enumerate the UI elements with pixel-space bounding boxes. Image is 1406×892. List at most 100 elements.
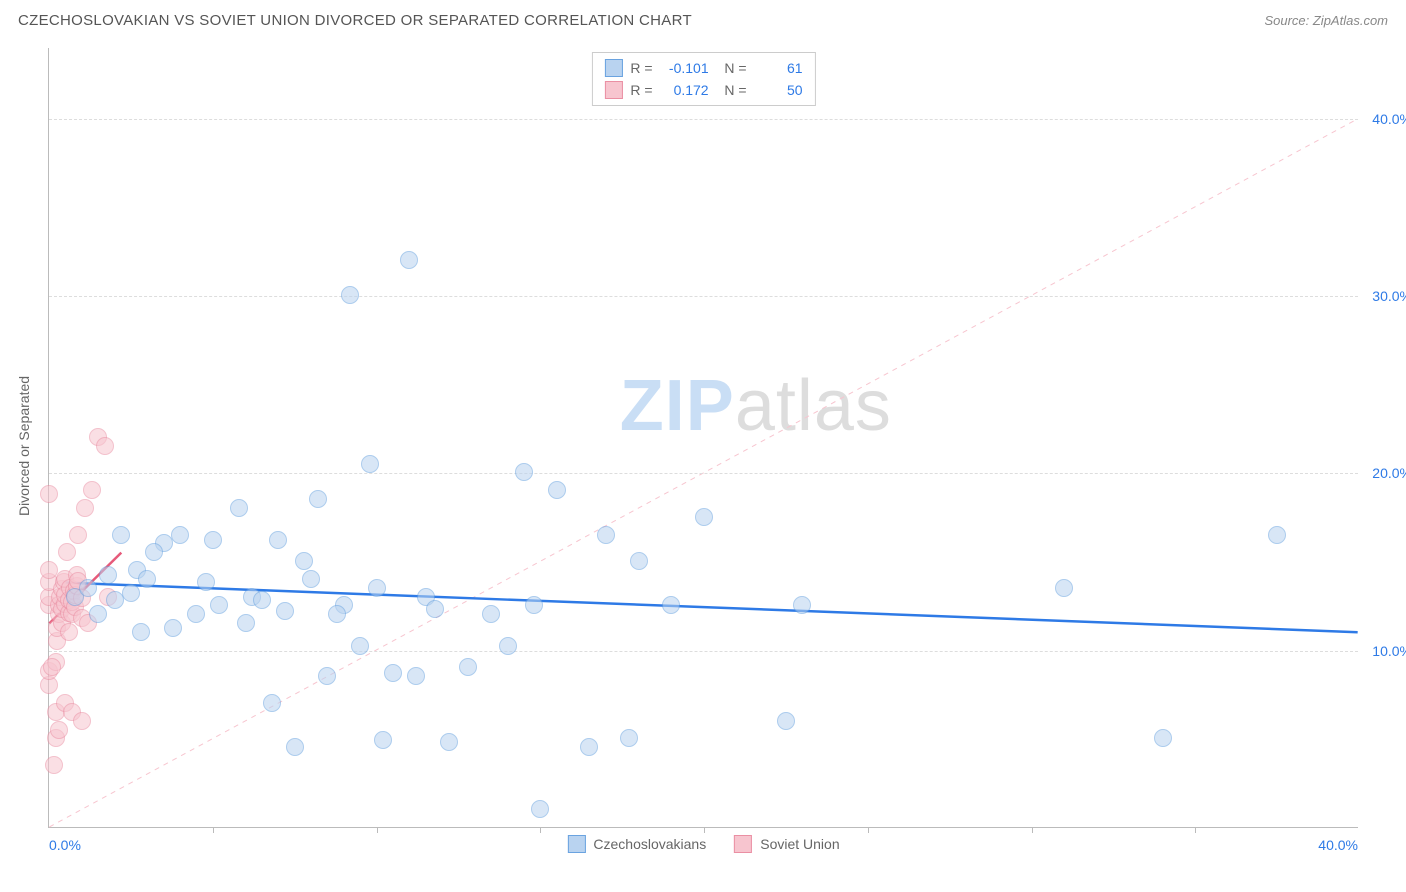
data-point <box>145 543 163 561</box>
data-point <box>276 602 294 620</box>
data-point <box>73 712 91 730</box>
data-point <box>295 552 313 570</box>
data-point <box>793 596 811 614</box>
chart-container: ZIPatlas R = -0.101 N = 61 R = 0.172 N =… <box>48 48 1388 848</box>
stats-row-soviet: R = 0.172 N = 50 <box>604 79 802 101</box>
data-point <box>263 694 281 712</box>
data-point <box>40 561 58 579</box>
grid-line <box>49 296 1358 297</box>
stats-r-label: R = <box>630 60 652 76</box>
stats-row-czech: R = -0.101 N = 61 <box>604 57 802 79</box>
x-tick-mark <box>377 827 378 833</box>
source-label: Source: ZipAtlas.com <box>1264 13 1388 28</box>
data-point <box>45 756 63 774</box>
data-point <box>164 619 182 637</box>
data-point <box>230 499 248 517</box>
data-point <box>187 605 205 623</box>
data-point <box>515 463 533 481</box>
watermark-atlas: atlas <box>735 366 892 446</box>
grid-line <box>49 651 1358 652</box>
chart-title: CZECHOSLOVAKIAN VS SOVIET UNION DIVORCED… <box>18 12 692 29</box>
grid-line <box>49 119 1358 120</box>
data-point <box>40 485 58 503</box>
data-point <box>459 658 477 676</box>
data-point <box>400 251 418 269</box>
data-point <box>440 733 458 751</box>
data-point <box>482 605 500 623</box>
y-tick-label: 30.0% <box>1362 288 1406 304</box>
x-tick-mark <box>1195 827 1196 833</box>
data-point <box>99 566 117 584</box>
data-point <box>361 455 379 473</box>
legend-swatch-soviet <box>734 835 752 853</box>
stats-n-label: N = <box>717 82 747 98</box>
stats-r-label: R = <box>630 82 652 98</box>
plot-area: ZIPatlas R = -0.101 N = 61 R = 0.172 N =… <box>48 48 1358 828</box>
stats-swatch-czech <box>604 59 622 77</box>
legend-item-soviet: Soviet Union <box>734 835 839 853</box>
data-point <box>620 729 638 747</box>
stats-n-label: N = <box>717 60 747 76</box>
data-point <box>341 286 359 304</box>
header: CZECHOSLOVAKIAN VS SOVIET UNION DIVORCED… <box>0 0 1406 37</box>
data-point <box>138 570 156 588</box>
data-point <box>106 591 124 609</box>
regression-lines <box>49 48 1358 827</box>
data-point <box>318 667 336 685</box>
x-tick-mark <box>1032 827 1033 833</box>
x-tick-mark <box>213 827 214 833</box>
data-point <box>132 623 150 641</box>
data-point <box>89 605 107 623</box>
x-tick-mark <box>704 827 705 833</box>
stats-swatch-soviet <box>604 81 622 99</box>
data-point <box>112 526 130 544</box>
stats-n-czech: 61 <box>755 60 803 76</box>
data-point <box>426 600 444 618</box>
data-point <box>79 579 97 597</box>
stats-box: R = -0.101 N = 61 R = 0.172 N = 50 <box>591 52 815 106</box>
data-point <box>302 570 320 588</box>
x-tick-mark <box>540 827 541 833</box>
data-point <box>60 623 78 641</box>
data-point <box>43 658 61 676</box>
data-point <box>1055 579 1073 597</box>
data-point <box>309 490 327 508</box>
data-point <box>630 552 648 570</box>
data-point <box>1154 729 1172 747</box>
data-point <box>76 499 94 517</box>
data-point <box>204 531 222 549</box>
data-point <box>83 481 101 499</box>
data-point <box>210 596 228 614</box>
data-point <box>351 637 369 655</box>
watermark: ZIPatlas <box>620 365 892 447</box>
data-point <box>269 531 287 549</box>
data-point <box>374 731 392 749</box>
legend-label-soviet: Soviet Union <box>760 836 839 852</box>
y-axis-label: Divorced or Separated <box>16 376 32 516</box>
data-point <box>58 543 76 561</box>
data-point <box>328 605 346 623</box>
y-tick-label: 40.0% <box>1362 111 1406 127</box>
data-point <box>237 614 255 632</box>
data-point <box>548 481 566 499</box>
data-point <box>597 526 615 544</box>
data-point <box>197 573 215 591</box>
data-point <box>122 584 140 602</box>
y-tick-label: 20.0% <box>1362 465 1406 481</box>
data-point <box>69 526 87 544</box>
data-point <box>384 664 402 682</box>
legend-label-czech: Czechoslovakians <box>593 836 706 852</box>
data-point <box>253 591 271 609</box>
stats-n-soviet: 50 <box>755 82 803 98</box>
x-tick-max: 40.0% <box>1318 837 1358 853</box>
data-point <box>499 637 517 655</box>
stats-r-czech: -0.101 <box>661 60 709 76</box>
x-tick-min: 0.0% <box>49 837 81 853</box>
data-point <box>50 721 68 739</box>
data-point <box>777 712 795 730</box>
data-point <box>286 738 304 756</box>
data-point <box>531 800 549 818</box>
legend: Czechoslovakians Soviet Union <box>567 835 839 853</box>
grid-line <box>49 473 1358 474</box>
data-point <box>662 596 680 614</box>
